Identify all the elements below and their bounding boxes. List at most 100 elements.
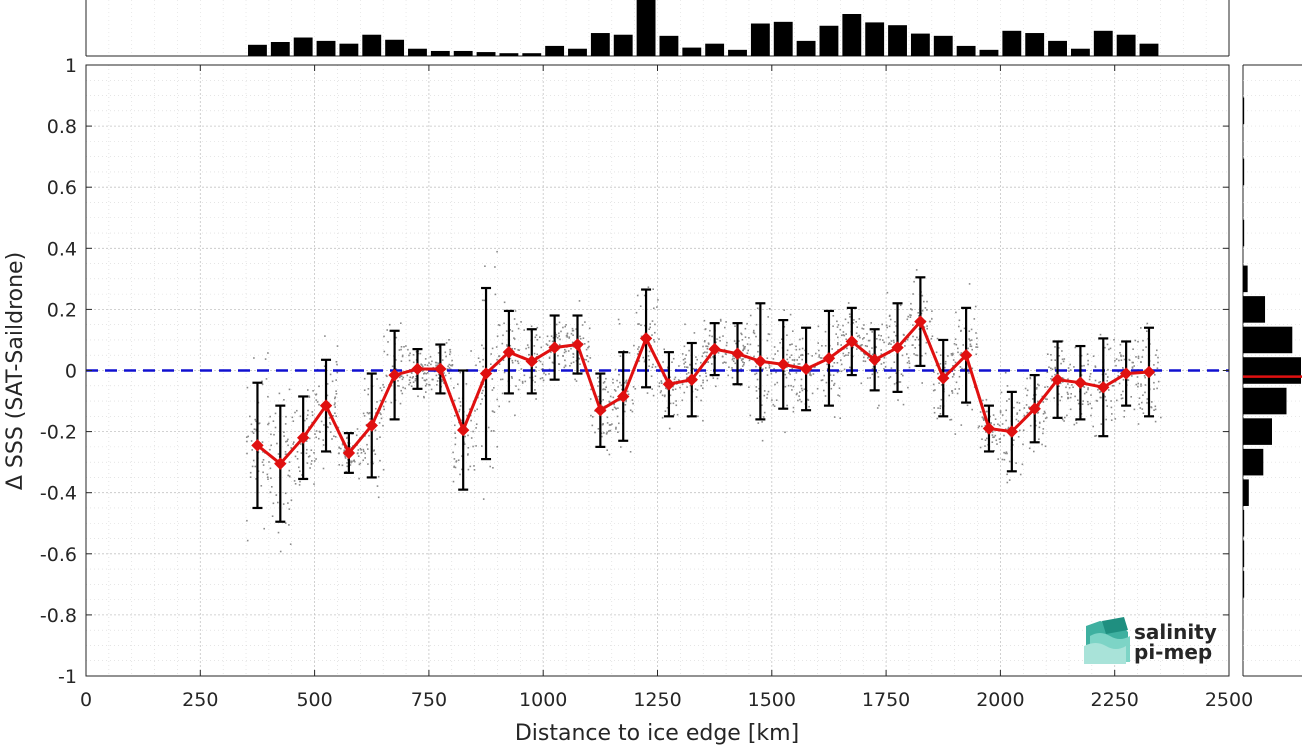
top-hist-bar	[408, 48, 427, 56]
top-hist-bar	[728, 49, 747, 56]
right-histogram	[1242, 64, 1302, 677]
series-point	[502, 345, 516, 359]
salinity-pi-mep-logo: salinity pi-mep	[1084, 617, 1217, 664]
series-point	[411, 362, 424, 376]
x-tick-label: 1750	[862, 689, 910, 711]
series-point	[799, 362, 813, 376]
top-histogram	[85, 0, 1230, 57]
right-hist-bar	[1243, 97, 1245, 125]
right-hist-bar	[1243, 326, 1293, 354]
series-point	[639, 332, 653, 345]
right-hist-bar	[1243, 509, 1245, 537]
y-tick-label: 1	[65, 55, 77, 77]
right-hist-bar	[1243, 265, 1248, 293]
top-hist-bar	[705, 43, 725, 56]
x-tick-label: 1500	[748, 689, 796, 711]
top-hist-bar	[476, 52, 496, 56]
top-hist-bar	[522, 53, 542, 56]
top-hist-bar	[1048, 40, 1067, 56]
y-tick-label: -0.6	[40, 544, 77, 566]
right-hist-bar	[1243, 479, 1249, 506]
series-point	[754, 355, 767, 368]
top-hist-bar	[636, 0, 656, 56]
top-hist-bar	[956, 45, 976, 56]
series-point	[274, 457, 287, 470]
top-hist-bar	[750, 23, 770, 56]
y-tick-label: 0.8	[47, 116, 77, 138]
x-tick-label: 2000	[976, 689, 1024, 711]
series-point	[548, 341, 561, 354]
top-hist-bar	[1093, 30, 1113, 56]
series-point	[685, 373, 698, 386]
series-point	[1074, 376, 1087, 389]
top-hist-bar	[1025, 33, 1045, 56]
series-point	[914, 315, 927, 328]
series-point	[1051, 373, 1064, 386]
top-hist-bar	[270, 42, 290, 56]
series-point	[319, 399, 333, 412]
x-tick-label: 2250	[1091, 689, 1139, 711]
right-hist-bar	[1243, 418, 1272, 445]
series-point	[937, 371, 950, 385]
series-point	[251, 439, 264, 452]
series-point	[982, 422, 996, 435]
top-hist-bar	[1002, 30, 1022, 56]
series-point	[708, 342, 721, 356]
series-point	[845, 335, 859, 348]
top-hist-bar	[499, 53, 519, 56]
series-point	[434, 362, 447, 376]
top-hist-bar	[865, 22, 885, 56]
series-point	[891, 341, 904, 354]
top-hist-bar	[773, 21, 793, 56]
y-tick-label: 0.2	[47, 299, 77, 321]
top-hist-bar	[979, 49, 999, 56]
top-hist-bar	[1070, 48, 1090, 56]
top-hist-bar	[568, 48, 587, 56]
y-axis-label: Δ SSS (SAT-Saildrone)	[3, 252, 28, 490]
y-tick-label: -0.2	[40, 422, 77, 444]
logo-line1: salinity	[1134, 620, 1217, 644]
series-line	[256, 318, 1150, 466]
series-point	[388, 368, 401, 382]
top-hist-bar	[248, 44, 267, 56]
right-hist-bar	[1243, 357, 1301, 384]
right-hist-bar	[1243, 571, 1245, 598]
x-tick-label: 250	[182, 689, 218, 711]
right-hist-bar	[1243, 296, 1266, 323]
top-hist-bar	[385, 39, 405, 56]
top-hist-bar	[453, 50, 473, 56]
series-point	[1097, 381, 1110, 394]
right-hist-bar	[1243, 219, 1245, 247]
top-hist-bar	[430, 50, 450, 56]
series-point	[959, 349, 973, 362]
series-point	[1005, 425, 1019, 438]
series-point	[456, 423, 470, 437]
series-point	[1119, 367, 1133, 380]
top-hist-bar	[842, 14, 862, 56]
top-hist-bar	[293, 37, 313, 56]
x-tick-label: 0	[80, 689, 92, 711]
y-tick-label: -0.4	[40, 483, 77, 505]
series-point	[594, 404, 607, 417]
y-axis-ticks: -1 -0.8 -0.6 -0.4 -0.2 0 0.2 0.4 0.6 0.8 1	[40, 55, 1229, 688]
top-hist-bar	[659, 35, 679, 56]
top-hist-bar	[590, 33, 610, 56]
top-hist-bar	[910, 33, 930, 56]
top-hist-bar	[819, 25, 839, 56]
top-hist-bar	[933, 35, 953, 56]
series-point	[571, 338, 584, 351]
top-hist-bar	[339, 43, 359, 56]
series-point	[822, 352, 836, 365]
top-hist-bar	[613, 34, 633, 56]
y-tick-label: -0.8	[40, 605, 77, 627]
top-hist-bar	[1139, 43, 1159, 56]
x-tick-label: 1000	[519, 689, 567, 711]
series-point	[365, 419, 378, 432]
series-point	[342, 446, 356, 460]
right-hist-bar	[1243, 158, 1245, 186]
series-point	[662, 378, 676, 391]
series-point	[777, 358, 790, 371]
x-axis-label: Distance to ice edge [km]	[515, 721, 799, 746]
y-tick-label: 0	[65, 361, 77, 383]
series-point	[479, 367, 493, 380]
